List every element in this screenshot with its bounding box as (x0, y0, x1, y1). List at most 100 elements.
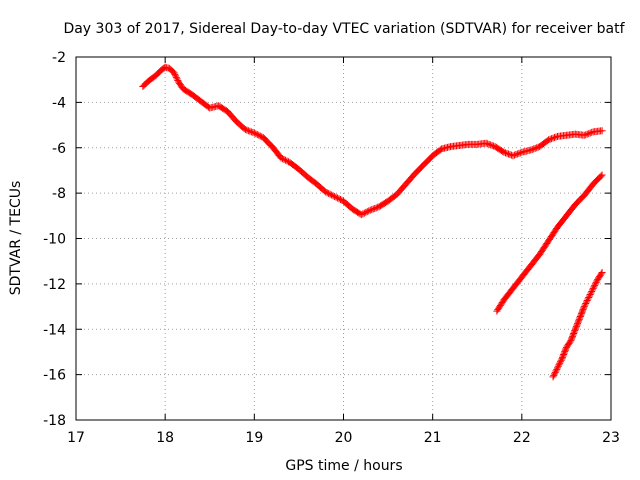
data-point (487, 141, 495, 149)
data-point (500, 148, 508, 156)
data-point (512, 151, 520, 159)
data-point (582, 300, 590, 308)
data-point (551, 134, 559, 142)
data-point (325, 190, 333, 198)
data-point (495, 304, 503, 312)
data-point (509, 152, 517, 160)
data-point (559, 352, 567, 360)
data-point (549, 373, 557, 381)
data-point (550, 371, 558, 379)
data-point (576, 314, 584, 322)
data-point (587, 289, 595, 297)
data-point (585, 293, 593, 301)
data-point (568, 334, 576, 342)
data-point (368, 206, 376, 214)
data-point (249, 128, 257, 136)
data-point (329, 192, 337, 200)
data-point (581, 301, 589, 309)
data-point (583, 130, 591, 138)
data-point (554, 364, 561, 372)
data-point (482, 139, 490, 147)
data-point (501, 149, 509, 157)
data-point (579, 305, 587, 313)
data-point (560, 350, 568, 358)
data-point (597, 270, 605, 278)
data-point (572, 324, 580, 332)
x-tick-label: 23 (602, 430, 620, 446)
data-point (569, 331, 577, 339)
data-point (580, 303, 588, 311)
data-point (527, 146, 535, 154)
data-point (283, 157, 291, 165)
data-point (530, 145, 538, 153)
data-point (497, 300, 505, 308)
data-point (574, 318, 582, 326)
data-point (577, 311, 585, 319)
data-point (371, 204, 379, 212)
data-point (256, 132, 264, 140)
data-point (241, 126, 249, 134)
data-point (586, 290, 594, 298)
data-point (366, 206, 374, 214)
data-point (326, 190, 334, 198)
tick-marks (75, 56, 612, 421)
data-point (558, 355, 566, 363)
data-point (591, 281, 599, 289)
data-point (372, 204, 380, 212)
data-point (584, 295, 592, 303)
data-point (561, 348, 569, 356)
data-point (556, 359, 564, 367)
data-point (494, 306, 502, 314)
data-point (277, 154, 285, 162)
data-point (575, 317, 583, 325)
data-point (559, 353, 567, 361)
data-point (172, 73, 180, 81)
data-point (506, 151, 514, 159)
x-tick-label: 21 (424, 430, 442, 446)
data-point (332, 193, 340, 201)
y-tick-label: -4 (52, 95, 66, 111)
data-point (586, 129, 594, 137)
data-point (561, 346, 569, 354)
data-point (250, 129, 258, 137)
data-point (280, 155, 288, 163)
data-point (575, 315, 583, 323)
data-point (255, 131, 263, 139)
data-point (570, 330, 578, 338)
data-point (513, 150, 521, 158)
data-point (578, 308, 586, 316)
data-point (496, 303, 504, 311)
data-point (588, 286, 596, 294)
data-point (363, 208, 371, 216)
data-point (173, 75, 181, 83)
y-tick-label: -2 (52, 50, 66, 66)
data-point (496, 301, 504, 309)
data-point (246, 127, 254, 135)
data-point (337, 196, 345, 204)
data-point (597, 172, 605, 180)
grid-lines (76, 57, 611, 420)
data-point (334, 194, 342, 202)
data-point (360, 209, 368, 217)
data-point (533, 144, 541, 152)
y-tick-label: -10 (43, 232, 66, 248)
data-point (571, 327, 579, 335)
data-point (510, 151, 518, 159)
data-point (551, 370, 559, 378)
data-point (549, 134, 557, 142)
data-point (548, 135, 556, 143)
data-point (589, 284, 597, 292)
data-point (585, 130, 593, 138)
data-point (484, 140, 492, 148)
data-point (515, 149, 523, 157)
data-point (598, 171, 606, 179)
data-point (567, 337, 575, 345)
data-point (555, 361, 563, 369)
data-point (331, 193, 339, 201)
x-tick-label: 22 (513, 430, 531, 446)
data-point (546, 135, 554, 143)
data-point (172, 72, 180, 80)
data-point (560, 349, 568, 357)
data-point (253, 131, 261, 139)
data-point (582, 298, 590, 306)
